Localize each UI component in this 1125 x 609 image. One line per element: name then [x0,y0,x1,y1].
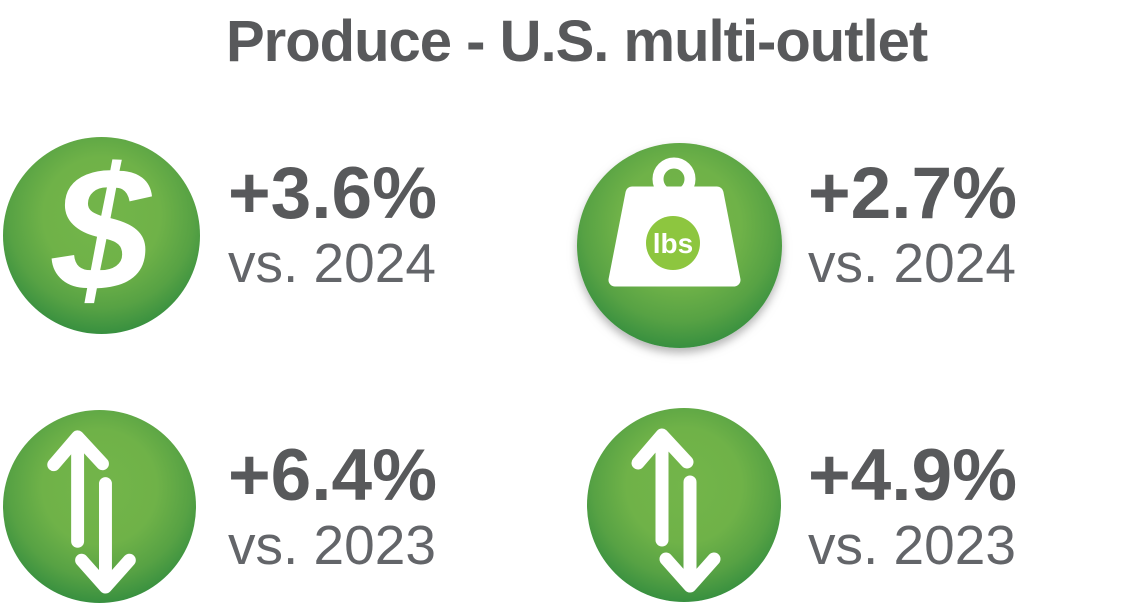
stat-comparison: vs. 2024 [808,231,1016,294]
stat-pounds-vs-2023: +4.9% vs. 2023 [808,435,1018,576]
up-arrow-head [47,430,109,472]
stat-pounds-vs-2024: +2.7% vs. 2024 [808,153,1018,294]
stat-comparison: vs. 2024 [228,231,436,294]
up-arrow-head [631,428,694,470]
lbs-badge [646,216,700,270]
down-arrow-head [75,553,136,594]
stat-comparison: vs. 2023 [808,513,1016,576]
arrows-icon-circle [587,408,781,602]
up-down-arrows-icon [631,428,721,593]
arrows-icon-circle [3,410,196,603]
page-title: Produce - U.S. multi-outlet [226,9,928,74]
lbs-badge-label: lbs [653,228,693,259]
up-down-arrows-icon [47,430,136,594]
stat-value: +2.7% [808,153,1018,234]
stat-dollar-vs-2024: +3.6% vs. 2024 [228,153,438,294]
dollar-icon-circle: $ [3,137,200,334]
stat-dollar-vs-2023: +6.4% vs. 2023 [228,435,438,576]
dollar-sign-icon: $ [52,131,151,328]
stat-value: +6.4% [228,435,438,516]
stat-value: +3.6% [228,153,438,234]
stat-comparison: vs. 2023 [228,513,436,576]
weight-lbs-icon: lbs [608,157,741,287]
down-arrow-head [659,552,721,593]
stat-value: +4.9% [808,435,1018,516]
weight-icon-circle: lbs [577,143,782,348]
